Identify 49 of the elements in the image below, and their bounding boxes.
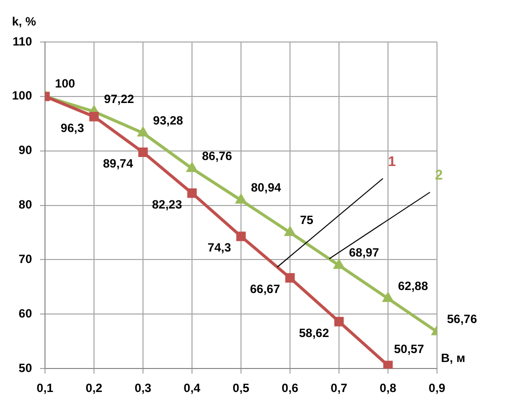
data-label: 66,67 xyxy=(250,282,280,296)
point xyxy=(186,162,198,172)
x-tick-label: 0,8 xyxy=(380,381,397,396)
x-tick-label: 0,5 xyxy=(232,381,250,396)
point xyxy=(284,226,296,236)
text: 1 xyxy=(388,153,396,170)
data-label: 80,94 xyxy=(251,180,282,194)
x-tick-label: 0,6 xyxy=(282,381,299,396)
x-tick-label: 0,4 xyxy=(184,381,201,396)
data-label: 93,28 xyxy=(153,113,184,128)
y-tick-label: 90 xyxy=(18,143,32,158)
point xyxy=(383,360,393,369)
x-tick-label: 0,3 xyxy=(134,381,152,396)
y-tick-label: 100 xyxy=(12,88,32,103)
y-axis-title: k, % xyxy=(12,14,36,28)
data-label: 86,76 xyxy=(202,148,232,163)
y-tick-label: 50 xyxy=(18,360,32,375)
point xyxy=(333,258,345,269)
point xyxy=(187,188,197,198)
point xyxy=(382,292,394,302)
point xyxy=(285,273,295,283)
data-label: 58,62 xyxy=(298,326,330,340)
point xyxy=(236,232,246,242)
data-label: 56,76 xyxy=(447,312,478,326)
x-tick-label: 0,2 xyxy=(86,381,103,396)
x-tick-label: 0,9 xyxy=(428,381,446,396)
point xyxy=(235,194,247,204)
text: 2 xyxy=(435,166,444,182)
data-label: 50,57 xyxy=(394,342,424,356)
x-tick-label: 0,7 xyxy=(330,381,348,396)
data-label: 75 xyxy=(300,212,314,227)
data-label: 100 xyxy=(55,76,76,91)
data-label: 68,97 xyxy=(349,246,380,260)
point xyxy=(89,112,99,122)
point xyxy=(334,316,344,326)
y-tick-label: 60 xyxy=(18,306,32,320)
y-tick-label: 70 xyxy=(18,252,32,266)
data-label: 97,22 xyxy=(104,92,134,106)
data-label: 62,88 xyxy=(398,278,428,293)
y-tick-label: 110 xyxy=(12,34,32,48)
data-label: 74,3 xyxy=(208,240,232,255)
y-tick-label: 80 xyxy=(18,198,32,212)
point xyxy=(137,126,149,137)
data-label: 82,23 xyxy=(152,197,182,212)
data-label: 96,3 xyxy=(60,120,84,135)
x-tick-label: 0,1 xyxy=(36,381,54,396)
point xyxy=(138,148,148,158)
data-label: 89,74 xyxy=(102,156,134,171)
x-axis-title: B, м xyxy=(441,350,466,365)
